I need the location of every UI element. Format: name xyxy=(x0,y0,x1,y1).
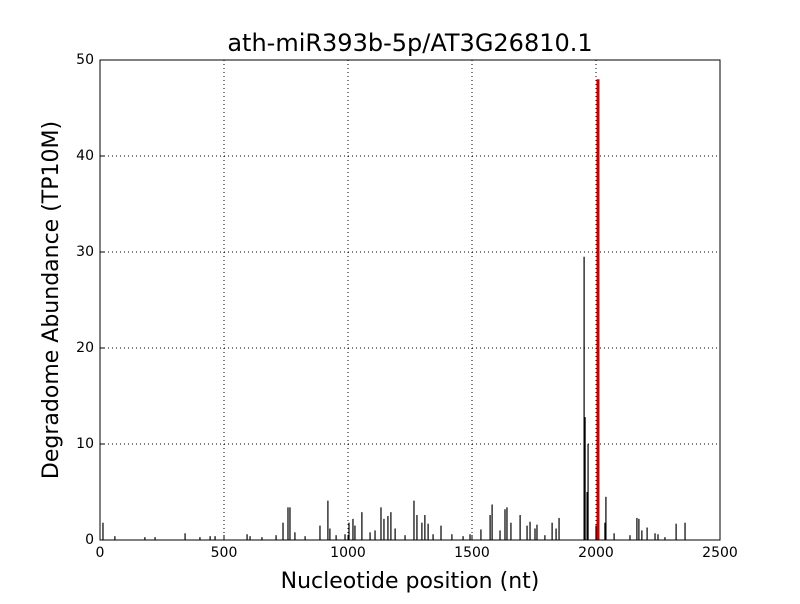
y-tick-label: 50 xyxy=(76,52,94,68)
y-tick-label: 40 xyxy=(76,148,94,164)
x-tick-label: 0 xyxy=(96,545,105,561)
y-tick-label: 10 xyxy=(76,436,94,452)
x-axis-label: Nucleotide position (nt) xyxy=(281,569,540,594)
y-axis-label: Degradome Abundance (TP10M) xyxy=(39,121,64,479)
chart-title: ath-miR393b-5p/AT3G26810.1 xyxy=(227,29,592,57)
y-tick-label: 30 xyxy=(76,244,94,260)
x-tick-label: 1500 xyxy=(454,545,490,561)
plot-frame xyxy=(99,59,721,541)
x-tick-label: 2500 xyxy=(702,545,738,561)
x-tick-label: 500 xyxy=(211,545,238,561)
x-tick-label: 1000 xyxy=(330,545,366,561)
y-tick-label: 20 xyxy=(76,340,94,356)
y-tick-label: 0 xyxy=(85,532,94,548)
x-tick-label: 2000 xyxy=(578,545,614,561)
